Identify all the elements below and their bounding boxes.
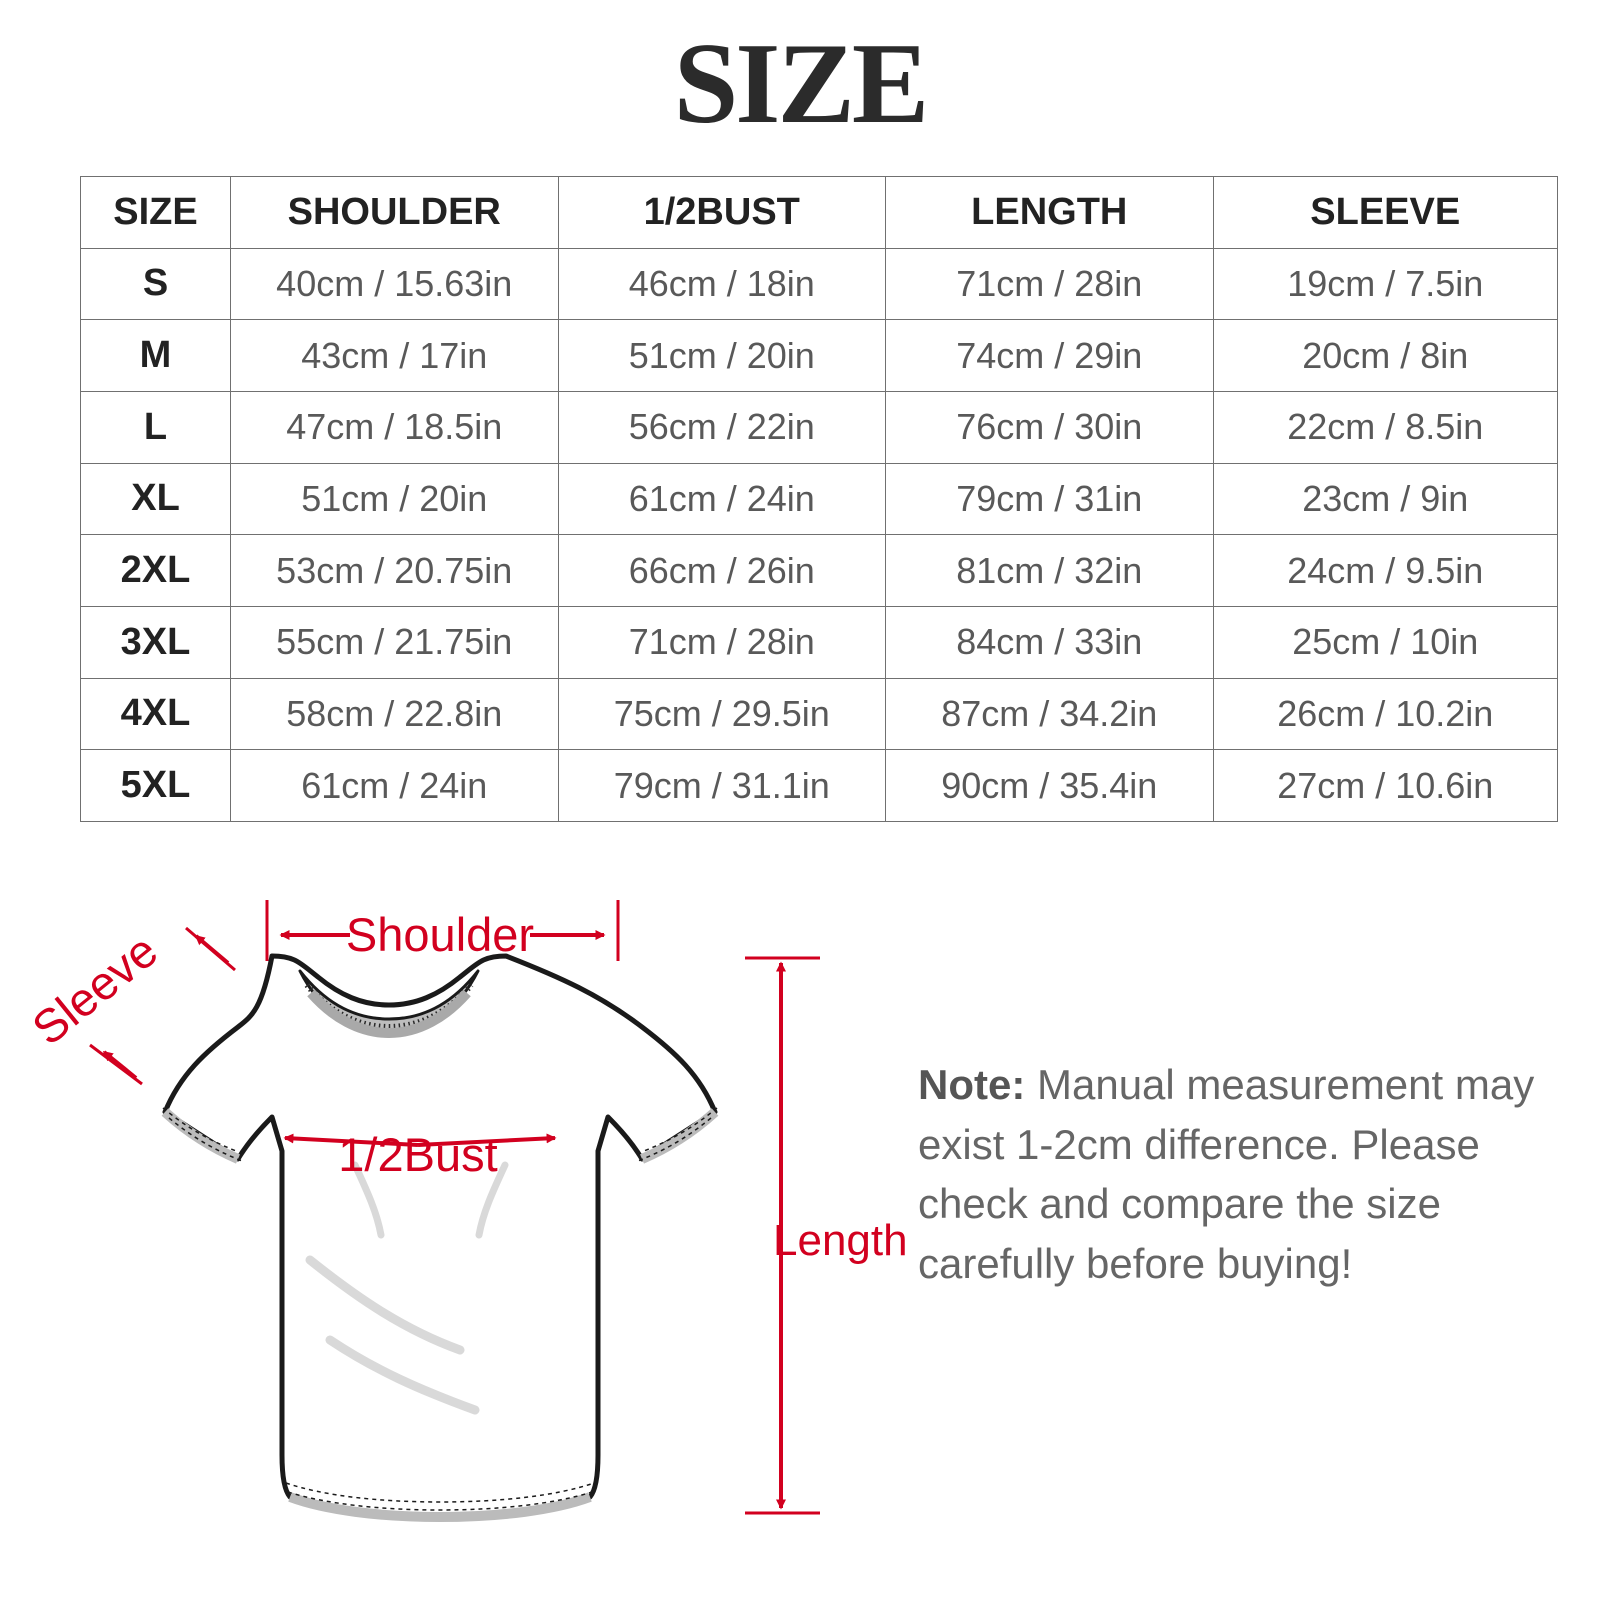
svg-text:Shoulder: Shoulder [346, 908, 534, 961]
svg-text:Length: Length [773, 1216, 908, 1265]
svg-text:1/2Bust: 1/2Bust [338, 1128, 497, 1181]
svg-text:Sleeve: Sleeve [22, 923, 167, 1055]
